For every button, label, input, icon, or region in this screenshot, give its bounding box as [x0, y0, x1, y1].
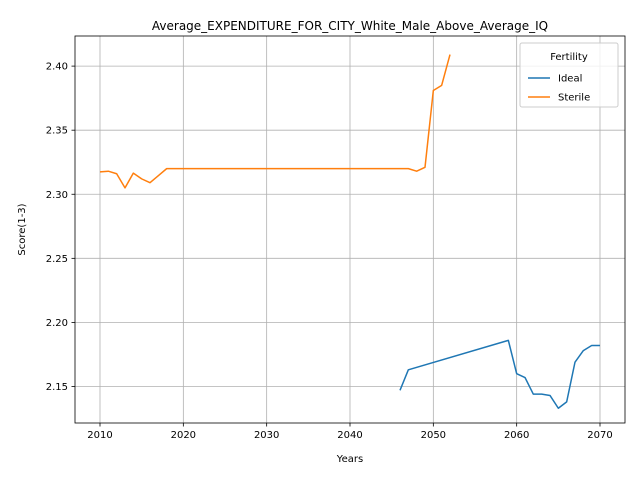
x-tick-label: 2040 [337, 430, 362, 441]
x-axis-ticks: 2010 2020 2030 2040 2050 2060 2070 [87, 423, 613, 441]
x-tick-label: 2030 [254, 430, 279, 441]
legend-label-ideal: Ideal [558, 74, 582, 85]
legend-label-sterile: Sterile [558, 93, 590, 104]
chart-title: Average_EXPENDITURE_FOR_CITY_White_Male_… [152, 19, 548, 33]
y-tick-label: 2.35 [46, 126, 68, 137]
legend-title: Fertility [550, 52, 588, 63]
series-line-ideal [399, 339, 600, 410]
x-tick-label: 2060 [504, 430, 529, 441]
series-layer [99, 54, 600, 410]
y-tick-label: 2.20 [46, 318, 68, 329]
x-tick-label: 2050 [421, 430, 446, 441]
y-axis-label: Score(1-3) [17, 203, 28, 255]
legend-box [519, 42, 619, 108]
x-tick-label: 2020 [171, 430, 196, 441]
series-line-sterile [99, 54, 451, 189]
y-tick-label: 2.40 [46, 62, 68, 73]
y-tick-label: 2.30 [46, 190, 68, 201]
x-tick-label: 2010 [87, 430, 112, 441]
y-tick-label: 2.25 [46, 254, 68, 265]
legend: Fertility Ideal Sterile [519, 42, 619, 108]
y-axis-ticks: 2.15 2.20 2.25 2.30 2.35 2.40 [46, 62, 75, 393]
grid-lines [75, 36, 625, 423]
y-tick-label: 2.15 [46, 382, 68, 393]
legend-items: Ideal Sterile [528, 74, 590, 104]
x-axis-label: Years [336, 454, 363, 465]
x-tick-label: 2070 [587, 430, 612, 441]
